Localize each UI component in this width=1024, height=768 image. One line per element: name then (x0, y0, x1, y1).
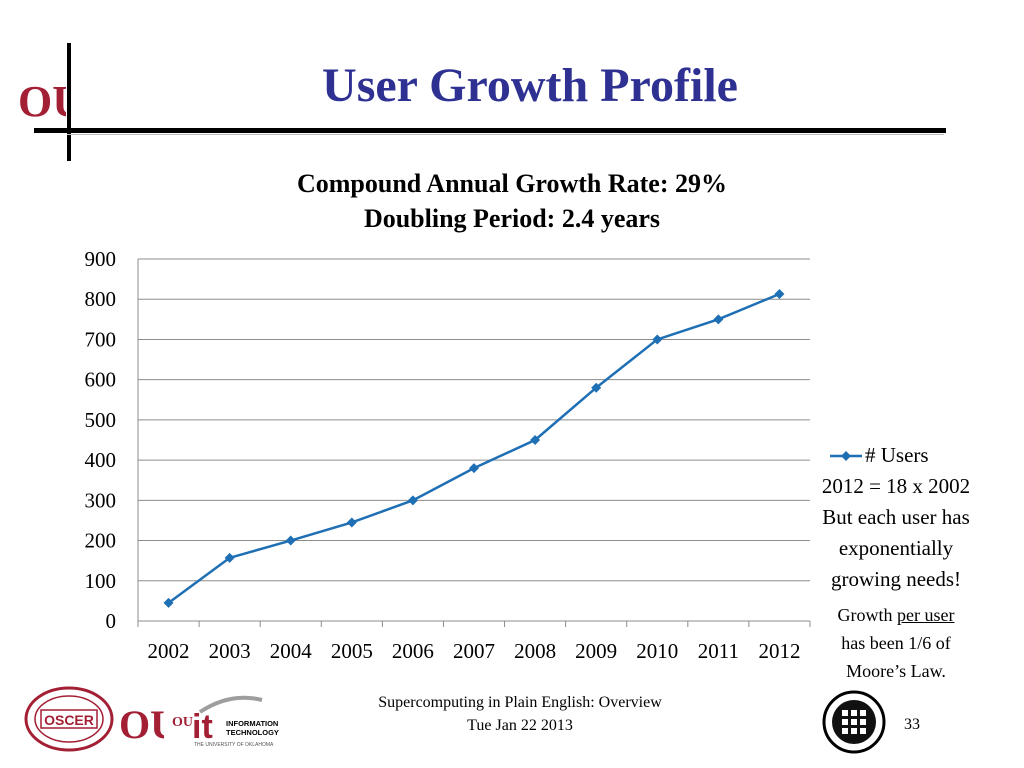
x-tick-label: 2010 (636, 639, 678, 663)
moores-law-note: Growth per user has been 1/6 of Moore’s … (796, 601, 996, 685)
chart-title: Compound Annual Growth Rate: 29% Doublin… (160, 166, 864, 236)
data-point-marker (346, 517, 357, 528)
ou-logo-footer-text: OU (119, 702, 164, 747)
ou-it-logo-line-1: INFORMATION (226, 719, 278, 728)
x-tick-label: 2008 (514, 639, 556, 663)
y-tick-label: 200 (85, 529, 117, 553)
x-tick-label: 2011 (698, 639, 739, 663)
slide-footer: Supercomputing in Plain English: Overvie… (320, 691, 720, 737)
y-tick-label: 600 (85, 368, 117, 392)
series-line (167, 292, 780, 604)
data-point-marker (652, 334, 663, 345)
chart-title-line-1: Compound Annual Growth Rate: 29% (296, 169, 728, 198)
y-tick-label: 900 (85, 247, 117, 271)
ou-it-logo-ou: OU (172, 715, 193, 730)
ou-logo-header: OU (18, 77, 66, 126)
x-tick-label: 2012 (758, 639, 800, 663)
oscer-seal-text: OSCER (44, 712, 94, 728)
y-tick-label: 700 (85, 327, 117, 351)
legend-series-label: # Users (865, 443, 929, 467)
title-vertical-rule (67, 43, 71, 161)
ou-it-logo: OU it INFORMATION TECHNOLOGY THE UNIVERS… (172, 695, 279, 748)
moores-note-prefix: Growth (837, 605, 897, 625)
y-tick-label: 300 (85, 488, 117, 512)
note-line-1: 2012 = 18 x 2002 (821, 474, 971, 498)
y-tick-label: 500 (85, 408, 117, 432)
y-tick-label: 0 (106, 609, 117, 633)
ou-it-logo-line-3: THE UNIVERSITY OF OKLAHOMA (194, 742, 274, 748)
title-horizontal-rule (34, 128, 946, 133)
page-number: 33 (904, 716, 920, 733)
data-point-marker (530, 435, 541, 445)
moores-note-line-1: Growth per user (796, 601, 996, 629)
data-point-marker (224, 552, 235, 563)
footer-date: Tue Jan 22 2013 (467, 717, 573, 734)
chart-title-line-2: Doubling Period: 2.4 years (363, 204, 661, 233)
note-line-4: growing needs! (830, 567, 962, 591)
ou-it-logo-line-2: TECHNOLOGY (226, 728, 279, 737)
moores-note-line-3: Moore’s Law. (846, 661, 946, 681)
title-underline-grey (67, 134, 944, 135)
ou-logo-header-text: OU (18, 77, 66, 126)
data-point-marker (285, 535, 296, 546)
x-tick-label: 2002 (148, 639, 190, 663)
data-point-marker (407, 495, 418, 506)
ou-it-logo-it: it (192, 708, 213, 746)
y-tick-label: 100 (85, 569, 117, 593)
data-point-marker (591, 382, 602, 393)
x-tick-label: 2004 (270, 639, 313, 663)
oscer-seal-logo: OSCER (24, 686, 114, 752)
moores-note-line-2: has been 1/6 of (841, 633, 951, 653)
data-point-marker (774, 288, 785, 299)
ou-logo-footer: OU (119, 702, 164, 747)
x-tick-label: 2009 (575, 639, 617, 663)
supercomputing-seal-logo (822, 690, 886, 754)
x-tick-label: 2005 (331, 639, 373, 663)
data-point-marker (713, 314, 724, 325)
growth-note: 2012 = 18 x 2002 But each user has expon… (796, 471, 996, 595)
note-line-3: exponentially (838, 536, 954, 560)
moores-note-underlined: per user (897, 605, 955, 625)
x-tick-label: 2003 (209, 639, 251, 663)
data-point-marker (469, 463, 479, 474)
slide-title: User Growth Profile (322, 59, 738, 112)
x-tick-label: 2007 (453, 639, 495, 663)
data-point-marker (163, 597, 174, 608)
note-line-2: But each user has (822, 505, 970, 529)
x-tick-label: 2006 (392, 639, 434, 663)
line-chart: 0 100 200 300 400 500 600 700 800 900 2002 2003 2004… (85, 247, 862, 663)
legend-diamond-marker (841, 451, 851, 461)
y-tick-label: 800 (85, 287, 117, 311)
footer-course-title: Supercomputing in Plain English: Overvie… (378, 694, 662, 711)
y-tick-label: 400 (85, 448, 117, 472)
